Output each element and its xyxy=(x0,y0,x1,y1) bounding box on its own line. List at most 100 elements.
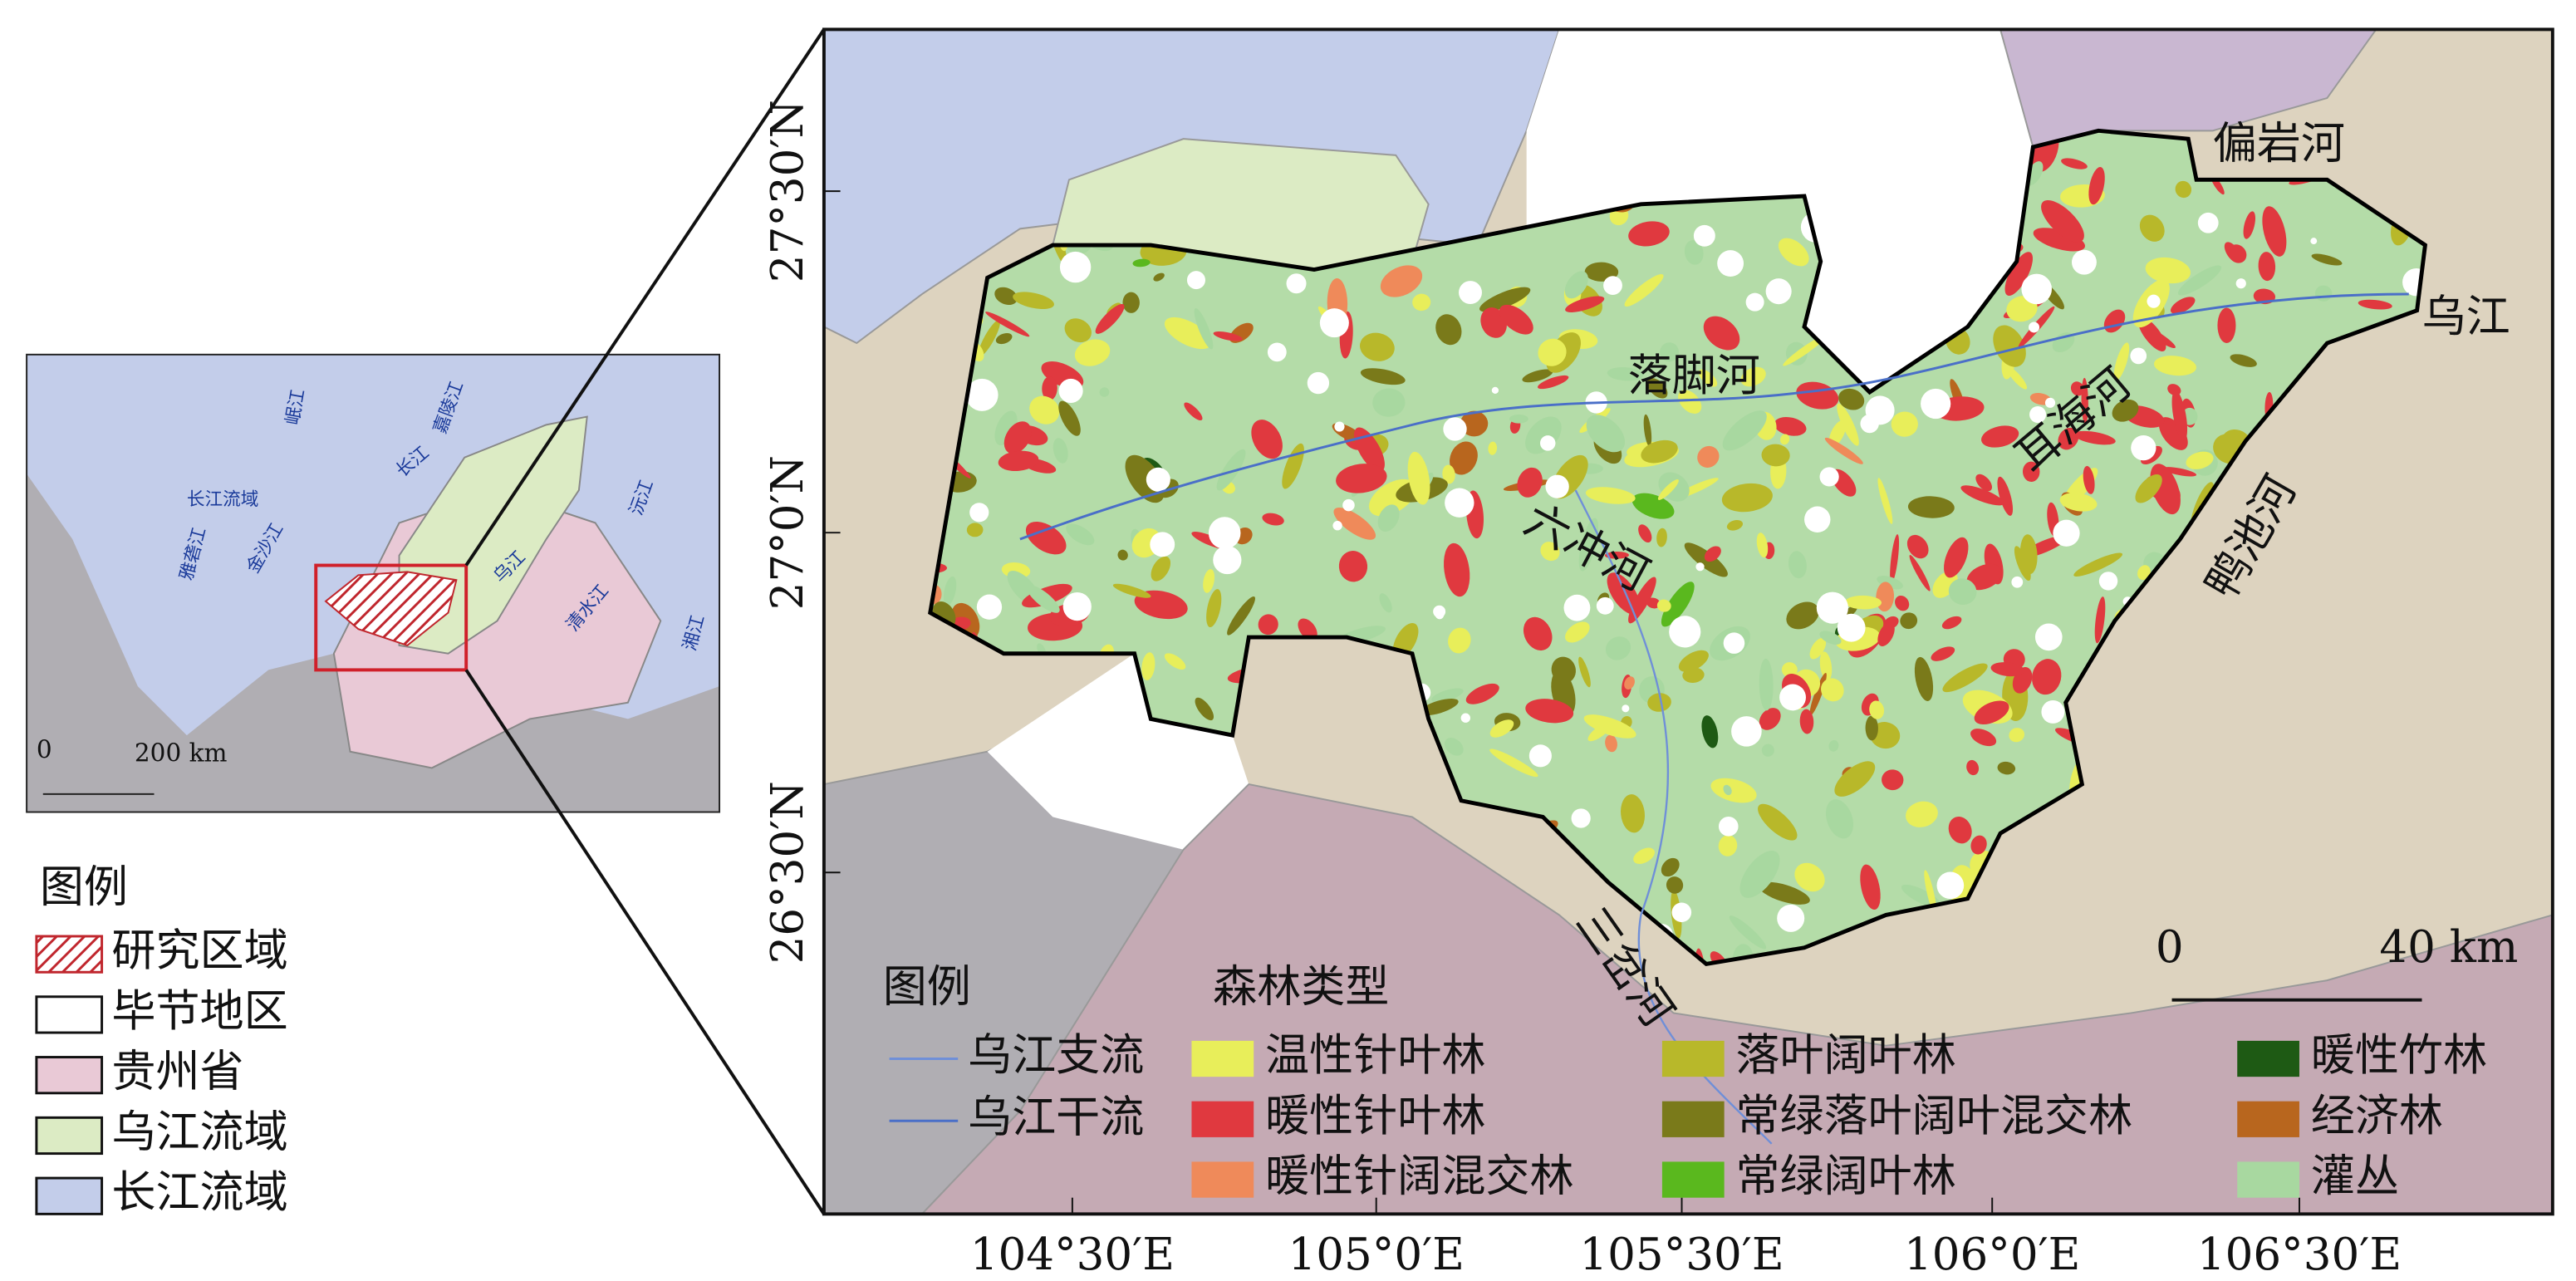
forest-patch xyxy=(2145,257,2191,284)
forest-patch xyxy=(1628,577,1656,624)
forest-patch xyxy=(1647,693,1671,712)
open-patch xyxy=(2034,623,2063,651)
forest-patch xyxy=(1448,627,1471,654)
forest-patch xyxy=(1607,367,1644,381)
open-patch xyxy=(1460,713,1470,723)
open-patch xyxy=(1332,521,1342,531)
forest-patch xyxy=(1678,650,1709,672)
forest-patch xyxy=(1970,729,1997,747)
forest-patch xyxy=(2230,354,2257,367)
open-patch xyxy=(1213,545,1242,575)
forest-patch xyxy=(1756,533,1769,558)
forest-patch xyxy=(1338,551,1368,582)
forest-patch xyxy=(2073,430,2116,445)
forest-patch xyxy=(995,332,1013,345)
open-patch xyxy=(1334,421,1345,432)
forest-patch xyxy=(1538,338,1567,366)
open-patch xyxy=(1695,562,1705,572)
forest-patch xyxy=(1203,569,1215,593)
forest-patch xyxy=(1990,662,2024,677)
open-patch xyxy=(2021,273,2052,305)
forest-patch xyxy=(1895,595,1910,611)
outside-region xyxy=(1526,29,2034,393)
forest-patch xyxy=(1641,439,1678,464)
open-patch xyxy=(1059,251,1092,283)
forest-patch xyxy=(1758,803,1798,841)
forest-patch xyxy=(2009,728,2025,743)
forest-patch xyxy=(1944,537,1969,578)
forest-patch xyxy=(1869,700,1885,719)
open-patch xyxy=(1267,342,1287,362)
forest-patch xyxy=(1112,583,1151,598)
forest-patch xyxy=(1684,240,1704,265)
open-patch xyxy=(1563,594,1591,621)
forest-patch xyxy=(994,287,1018,306)
forest-patch xyxy=(1066,523,1095,546)
forest-patch xyxy=(1431,688,1464,703)
open-patch xyxy=(2147,294,2161,308)
forest-patch xyxy=(943,576,957,606)
forest-patch xyxy=(1837,403,1859,446)
open-patch xyxy=(1596,596,1614,615)
open-patch xyxy=(1693,224,1715,247)
forest-patch xyxy=(1819,651,1833,681)
open-patch xyxy=(1435,611,1445,620)
forest-patch xyxy=(2171,297,2196,314)
forest-patch xyxy=(1377,504,1400,532)
forest-patch xyxy=(1578,518,1599,572)
forest-patch xyxy=(1975,474,1993,492)
forest-patch xyxy=(1997,476,2014,516)
forest-patch xyxy=(1540,542,1560,562)
forest-patch xyxy=(1678,390,1702,414)
forest-patch xyxy=(2311,253,2343,266)
forest-patch xyxy=(1565,296,1605,312)
forest-patch xyxy=(985,312,1030,337)
forest-patch xyxy=(1661,857,1680,877)
forest-patch xyxy=(2175,180,2192,199)
legend-title: 图例 xyxy=(40,861,128,912)
forest-patch xyxy=(1412,293,1431,312)
forest-patch xyxy=(1628,221,1670,247)
forest-patch xyxy=(2158,417,2188,450)
forest-patch xyxy=(2022,461,2040,483)
forest-patch xyxy=(1877,478,1893,524)
lon-label: 104°30′E xyxy=(970,1229,1175,1280)
forest-patch xyxy=(1407,451,1430,505)
legend-swatch xyxy=(35,1056,104,1095)
open-patch xyxy=(1718,817,1739,837)
forest-patch xyxy=(2137,565,2151,581)
forest-patch xyxy=(1740,366,1766,387)
forest-patch xyxy=(1809,637,1827,660)
forest-patch xyxy=(1666,876,1684,894)
forest-patch xyxy=(1914,656,1934,701)
forest-patch xyxy=(1786,601,1819,630)
legend-label: 常绿阔叶林 xyxy=(1735,1151,1955,1202)
open-patch xyxy=(2131,434,2156,461)
forest-patch xyxy=(1605,734,1617,753)
forest-patch xyxy=(1931,646,1955,661)
open-patch xyxy=(1936,871,1965,900)
legend-label: 研究区域 xyxy=(111,925,287,976)
legend-swatch xyxy=(35,1116,104,1156)
legend-label: 暖性竹林 xyxy=(2311,1029,2487,1081)
legend-label: 灌丛 xyxy=(2311,1151,2399,1202)
forest-patch xyxy=(2186,451,2214,469)
legend-label: 乌江干流 xyxy=(968,1092,1144,1143)
forest-patch xyxy=(1809,672,1827,716)
forest-patch xyxy=(1966,563,2003,591)
legend-label: 长江流域 xyxy=(111,1166,287,1218)
forest-patch xyxy=(1710,778,1757,803)
inset-scale-label: 200 km xyxy=(135,739,228,768)
forest-patch xyxy=(1419,698,1459,716)
open-patch xyxy=(1731,716,1762,747)
forest-patch xyxy=(1656,528,1667,547)
study-area xyxy=(324,571,458,647)
zoom-line xyxy=(464,669,826,1215)
forest-patch xyxy=(1739,851,1780,898)
forest-patch xyxy=(1216,449,1246,491)
forest-patch xyxy=(1194,308,1214,350)
forest-patch xyxy=(1779,434,1790,445)
forest-patch xyxy=(1882,769,1904,791)
forest-patch xyxy=(1905,801,1938,827)
